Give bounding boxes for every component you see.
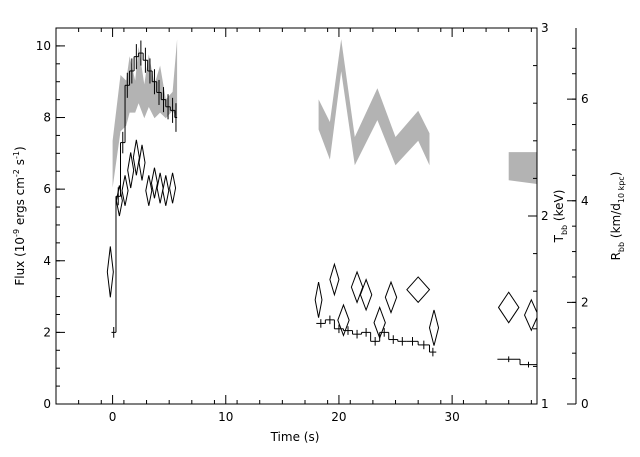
flux-label-end: ) <box>13 146 27 151</box>
radius-diamond <box>127 152 135 189</box>
radius-diamond <box>169 172 177 204</box>
radius-diamond-layer <box>106 139 537 346</box>
flux-tick-label: 0 <box>43 397 51 411</box>
radius-diamond <box>329 262 340 297</box>
y-axis-radius-label: Rbb (km/d10 kpc) <box>609 172 626 261</box>
r-label-end: ) <box>609 172 623 177</box>
temperature-band-layer <box>112 39 537 188</box>
t-label-main: T <box>552 234 566 243</box>
t-label-sub: bb <box>560 225 569 235</box>
r-tick-label: 2 <box>581 295 589 309</box>
radius-diamond <box>121 175 129 206</box>
r-label-main: R <box>609 252 623 260</box>
temperature-band <box>112 39 178 188</box>
x-tick-label: 20 <box>331 410 346 424</box>
radius-diamond <box>150 167 158 199</box>
x-tick-label: 0 <box>109 410 117 424</box>
radius-diamond <box>497 291 520 324</box>
flux-tick-label: 2 <box>43 325 51 339</box>
x-axis-label: Time (s) <box>270 430 320 444</box>
radius-diamond <box>384 280 398 314</box>
radius-diamond <box>145 175 153 206</box>
r-tick-label: 4 <box>581 194 589 208</box>
radius-diamond <box>162 175 170 206</box>
flux-label-exp2: -2 <box>12 169 21 177</box>
r-tick-label: 6 <box>581 92 589 106</box>
flux-label-mid: ergs cm <box>13 177 27 229</box>
flux-tick-label: 8 <box>43 111 51 125</box>
radius-diamond <box>314 281 323 318</box>
temperature-band <box>318 39 430 166</box>
temperature-band <box>508 152 537 184</box>
flux-tick-label: 4 <box>43 254 51 268</box>
flux-label-exp1: -9 <box>12 229 21 237</box>
flux-label-mid2: s <box>13 159 27 169</box>
x-tick-label: 30 <box>444 410 459 424</box>
radius-diamond <box>524 298 537 332</box>
r-label-sub: bb <box>617 242 626 252</box>
r-tick-label: 0 <box>581 397 589 411</box>
flux-histogram-layer <box>111 40 537 368</box>
radius-diamond <box>138 144 146 181</box>
y-axis-left-label: Flux (10-9 ergs cm-2 s-1) <box>12 146 27 285</box>
x-tick-label: 10 <box>218 410 233 424</box>
t-tick-label: 3 <box>541 21 549 35</box>
t-tick-label: 2 <box>541 209 549 223</box>
t-tick-label: 1 <box>541 397 549 411</box>
radius-diamond <box>406 276 431 304</box>
radius-diamond <box>337 303 350 337</box>
radius-diamond <box>132 139 140 176</box>
radius-diamond <box>350 270 364 304</box>
r-label-mid: (km/d <box>609 203 623 242</box>
flux-tick-label: 10 <box>36 39 51 53</box>
y-axis-temperature-label: Tbb (keV) <box>552 190 569 244</box>
radius-diamond <box>106 246 114 298</box>
radius-diamond <box>428 309 440 346</box>
radius-diamond <box>373 306 386 340</box>
flux-label-exp3: -1 <box>12 151 21 159</box>
t-label-end: (keV) <box>552 190 566 225</box>
radius-diamond <box>115 185 123 217</box>
flux-tick-label: 6 <box>43 182 51 196</box>
flux-label-main: Flux (10 <box>13 237 27 286</box>
r-label-sub2: 10 kpc <box>617 176 626 203</box>
radius-diamond <box>359 278 373 312</box>
